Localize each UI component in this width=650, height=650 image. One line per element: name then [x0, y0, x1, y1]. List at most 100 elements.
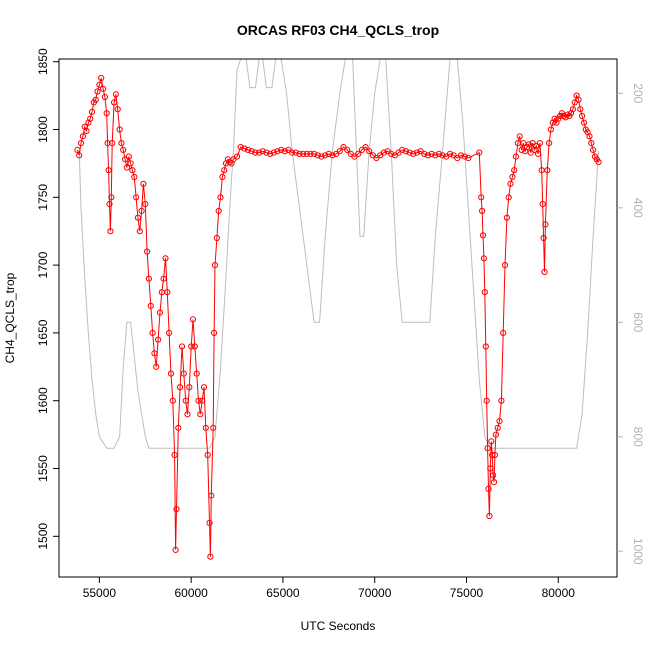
ch4-point [184, 411, 191, 418]
y-tick-label: 1750 [36, 184, 50, 211]
ch4-point [432, 152, 439, 159]
ch4-point [120, 146, 127, 153]
ch4-point [289, 149, 296, 156]
ch4-point [329, 152, 336, 159]
ch4-point [83, 127, 90, 134]
ch4-point [74, 146, 81, 153]
ch4-point [336, 148, 343, 155]
ch4-point [535, 150, 542, 157]
ch4-point [362, 144, 369, 151]
x-tick-label: 75000 [450, 586, 484, 600]
y2-tick-label: 800 [631, 427, 645, 447]
ch4-point [237, 144, 244, 151]
ch4-point [248, 148, 255, 155]
ch4-point [233, 153, 241, 160]
ch4-point [186, 384, 193, 391]
ch4-point [490, 472, 497, 479]
ch4-point [188, 343, 195, 350]
ch4-point [483, 397, 490, 404]
ch4-point [489, 451, 496, 459]
ch4-point [518, 146, 525, 153]
ch4-point [106, 201, 113, 208]
ch4-point [182, 397, 189, 404]
ch4-point [270, 149, 277, 156]
chart-title: ORCAS RF03 CH4_QCLS_trop [237, 22, 439, 38]
ch4-point [256, 149, 263, 156]
ch4-point [421, 150, 428, 157]
ch4-point [155, 336, 162, 343]
ch4-point [579, 112, 586, 120]
x-tick-label: 70000 [358, 586, 392, 600]
ch4-point [215, 207, 222, 214]
ch4-point [204, 451, 211, 459]
ch4-point [107, 228, 114, 235]
ch4-point [512, 153, 520, 160]
ch4-point [490, 479, 498, 486]
ch4-point [494, 424, 501, 431]
y-axis-label: CH4_QCLS_trop [3, 272, 17, 363]
ch4-point [206, 519, 213, 526]
ch4-point [281, 148, 288, 155]
ch4-point [221, 167, 228, 174]
ch4-point [219, 173, 226, 181]
axes: 55000 60000 65000 70000 75000 80000 1500 1550 16… [36, 48, 645, 600]
ch4-point [180, 370, 187, 377]
ch4-point [439, 152, 446, 159]
ch4-point [461, 153, 468, 160]
ch4-point [479, 232, 487, 239]
ch4-point [195, 397, 202, 404]
ch4-point [96, 81, 103, 88]
y2-tick-label: 400 [631, 198, 645, 218]
y2-tick-label: 600 [631, 312, 645, 332]
ch4-point [116, 126, 123, 133]
ch4-point [478, 194, 485, 201]
ch4-point [388, 150, 395, 157]
ch4-point [109, 140, 116, 147]
ch4-point [193, 370, 200, 377]
ch4-point [303, 150, 310, 157]
ch4-point [292, 149, 299, 156]
pressure-line [78, 58, 600, 449]
ch4-point [202, 424, 209, 431]
ch4-point [189, 316, 197, 323]
ch4-point [300, 150, 307, 157]
ch4-point [94, 88, 101, 95]
ch4-point [424, 152, 431, 159]
ch4-point [500, 329, 507, 336]
ch4-point [536, 140, 544, 147]
ch4-point [241, 145, 248, 152]
x-tick-label: 65000 [266, 586, 300, 600]
ch4-point [118, 140, 125, 147]
ch4-point [200, 384, 208, 391]
ch4-point [191, 343, 198, 350]
ch4-point [252, 149, 259, 156]
ch4-point [428, 150, 435, 157]
ch4-point [542, 221, 549, 228]
ch4-point [344, 146, 351, 153]
ch4-point [167, 370, 175, 377]
ch4-line [76, 77, 600, 557]
ch4-point [399, 146, 406, 153]
ch4-point [380, 149, 387, 156]
ch4-point [406, 149, 413, 156]
ch4-point [108, 194, 115, 201]
ch4-point [207, 553, 214, 560]
ch4-point [145, 275, 152, 282]
ch4-point [114, 106, 121, 113]
ch4-point [111, 99, 118, 106]
y-tick-label: 1850 [36, 48, 50, 75]
ch4-point [211, 329, 218, 336]
ch4-point [197, 411, 204, 418]
ch4-point [547, 126, 555, 133]
ch4-point [213, 234, 220, 242]
ch4-point [402, 148, 409, 155]
ch4-point [575, 96, 582, 103]
ch4-point [144, 248, 151, 255]
ch4-point [509, 173, 516, 181]
ch4-point [105, 167, 112, 174]
ch4-point [211, 262, 219, 269]
x-tick-label: 60000 [174, 586, 208, 600]
ch4-point [410, 150, 417, 157]
ch4-point [588, 140, 595, 147]
ch4-point [482, 343, 489, 350]
